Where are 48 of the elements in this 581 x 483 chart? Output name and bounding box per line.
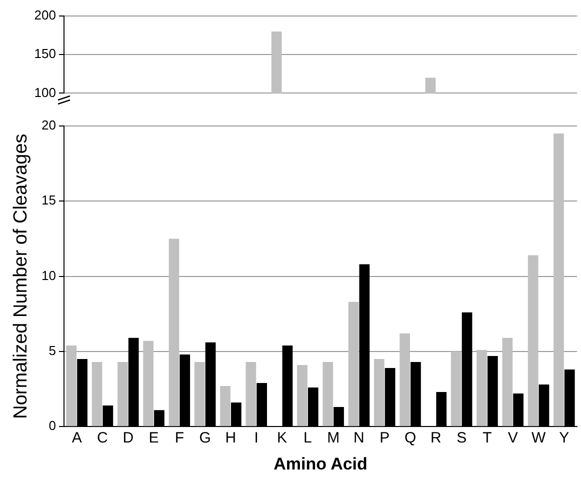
- x-tick-label: E: [148, 430, 159, 447]
- bar: [400, 333, 410, 426]
- x-tick-label: Y: [559, 430, 570, 447]
- x-tick-label: W: [531, 430, 546, 447]
- bar: [528, 255, 538, 426]
- bar: [502, 338, 513, 426]
- x-tick-label: C: [97, 430, 108, 447]
- bar: [450, 351, 462, 426]
- bar: [66, 345, 77, 426]
- x-tick-label: P: [380, 430, 390, 447]
- bar: [554, 134, 564, 426]
- bar: [117, 362, 128, 426]
- x-tick-label: R: [430, 430, 442, 447]
- bar: [92, 362, 102, 426]
- bar: [246, 362, 256, 426]
- x-tick-label: G: [199, 430, 211, 447]
- y-tick-label: 5: [48, 343, 56, 358]
- x-tick-label: D: [122, 430, 134, 447]
- bar: [374, 358, 384, 426]
- x-tick-label: V: [508, 430, 518, 447]
- x-tick-label: I: [254, 430, 258, 447]
- x-tick-label: K: [277, 430, 288, 447]
- x-tick-label: H: [225, 430, 236, 447]
- bar: [194, 362, 205, 426]
- y-tick-label: 100: [34, 84, 56, 100]
- x-tick-label: F: [174, 430, 184, 447]
- x-tick-label: M: [327, 430, 340, 447]
- bar: [168, 238, 180, 426]
- bar: [297, 364, 308, 426]
- bar: [348, 302, 359, 426]
- y-tick-label: 0: [48, 418, 56, 434]
- y-tick-label: 150: [34, 46, 56, 62]
- x-tick-label: S: [456, 430, 467, 447]
- x-tick-label: L: [304, 430, 312, 447]
- y-axis-title: Normalized Number of Cleavages: [10, 134, 32, 419]
- y-tick-label: 10: [42, 268, 56, 283]
- y-tick-label: 20: [42, 118, 56, 133]
- x-tick-label: N: [354, 430, 364, 447]
- bar: [476, 350, 487, 426]
- x-tick-label: T: [482, 430, 492, 447]
- bar: [143, 340, 154, 426]
- bar: [322, 362, 334, 426]
- x-tick-label: A: [72, 430, 82, 447]
- y-tick-label: 200: [34, 8, 56, 23]
- y-tick-label: 15: [42, 192, 56, 208]
- x-axis-title: Amino Acid: [274, 454, 368, 474]
- bar: [220, 386, 230, 426]
- x-tick-label: Q: [404, 430, 416, 447]
